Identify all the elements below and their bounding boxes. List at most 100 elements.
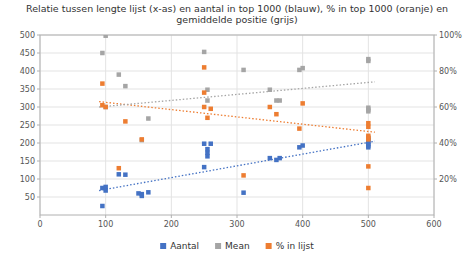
point bbox=[300, 66, 305, 71]
x-tick-label: 500 bbox=[361, 220, 376, 229]
point bbox=[103, 35, 108, 38]
x-tick bbox=[302, 215, 303, 218]
y-tick bbox=[37, 197, 40, 198]
y-tick bbox=[37, 89, 40, 90]
point bbox=[277, 98, 282, 103]
trend-lines bbox=[99, 82, 375, 191]
point bbox=[123, 172, 128, 177]
grid-line bbox=[40, 53, 434, 54]
x-tick-label: 600 bbox=[426, 220, 441, 229]
x-tick bbox=[237, 215, 238, 218]
axes: 0100200300400500600501001502002503003504… bbox=[20, 31, 463, 229]
y-tick bbox=[37, 125, 40, 126]
y-tick-label: 400 bbox=[20, 67, 35, 76]
legend-item: % in lijst bbox=[266, 241, 315, 251]
point bbox=[103, 188, 108, 193]
x-tick-label: 200 bbox=[164, 220, 179, 229]
y-tick-label: 300 bbox=[20, 103, 35, 112]
x-tick-label: 300 bbox=[229, 220, 244, 229]
point bbox=[202, 50, 207, 55]
trend-line bbox=[99, 102, 375, 133]
point bbox=[140, 138, 145, 143]
x-tick-label: 100 bbox=[98, 220, 113, 229]
y-tick bbox=[37, 143, 40, 144]
point bbox=[274, 112, 279, 117]
point bbox=[146, 116, 151, 121]
y-tick-label: 150 bbox=[20, 157, 35, 166]
plot-frame bbox=[40, 35, 434, 215]
point bbox=[205, 98, 210, 103]
x-tick bbox=[171, 215, 172, 218]
point bbox=[100, 81, 105, 86]
y-tick bbox=[37, 53, 40, 54]
point bbox=[366, 135, 371, 140]
grid-line bbox=[40, 143, 434, 144]
point bbox=[202, 165, 207, 170]
y-tick bbox=[37, 71, 40, 72]
point bbox=[300, 143, 305, 148]
y2-tick-label: 40% bbox=[439, 139, 457, 148]
point bbox=[366, 164, 371, 169]
point bbox=[140, 194, 145, 199]
y2-tick bbox=[434, 179, 437, 180]
point bbox=[366, 186, 371, 191]
point bbox=[241, 190, 246, 195]
point bbox=[366, 145, 371, 150]
point bbox=[297, 126, 302, 131]
legend-item: Mean bbox=[215, 241, 250, 251]
point bbox=[366, 109, 371, 114]
grid-line bbox=[40, 125, 434, 126]
y-tick bbox=[37, 107, 40, 108]
y-tick-label: 500 bbox=[20, 31, 35, 40]
legend: Aantal Mean % in lijst bbox=[160, 241, 314, 251]
y-tick-label: 200 bbox=[20, 139, 35, 148]
y-tick-label: 250 bbox=[20, 121, 35, 130]
y2-tick bbox=[434, 143, 437, 144]
y-tick bbox=[37, 35, 40, 36]
y2-tick-label: 100% bbox=[439, 31, 462, 40]
point bbox=[205, 147, 210, 152]
point bbox=[366, 57, 371, 62]
y-tick-label: 450 bbox=[20, 49, 35, 58]
chart: Relatie tussen lengte lijst (x-as) en aa… bbox=[0, 0, 474, 257]
y-tick bbox=[37, 161, 40, 162]
x-tick-label: 0 bbox=[37, 220, 42, 229]
point bbox=[103, 105, 108, 110]
point bbox=[241, 68, 246, 73]
x-tick-label: 400 bbox=[295, 220, 310, 229]
trend-line bbox=[99, 82, 375, 107]
legend-swatch bbox=[160, 243, 166, 249]
point bbox=[202, 65, 207, 70]
point bbox=[277, 156, 282, 161]
x-tick bbox=[368, 215, 369, 218]
point bbox=[241, 173, 246, 178]
grid-line bbox=[40, 71, 434, 72]
grid bbox=[40, 35, 434, 215]
y2-tick-label: 80% bbox=[439, 67, 457, 76]
point bbox=[117, 72, 122, 77]
point bbox=[100, 204, 105, 209]
y-tick-label: 100 bbox=[20, 175, 35, 184]
grid-line bbox=[40, 197, 434, 198]
point bbox=[268, 87, 273, 92]
legend-label: % in lijst bbox=[276, 241, 315, 251]
point bbox=[268, 105, 273, 110]
point bbox=[117, 166, 122, 171]
point bbox=[123, 119, 128, 124]
point bbox=[366, 121, 371, 126]
legend-label: Mean bbox=[225, 241, 250, 251]
x-tick bbox=[434, 215, 435, 218]
point bbox=[208, 107, 213, 112]
point bbox=[146, 190, 151, 195]
y-tick bbox=[37, 179, 40, 180]
point bbox=[140, 137, 145, 142]
point bbox=[123, 84, 128, 89]
legend-item: Aantal bbox=[160, 241, 199, 251]
legend-swatch bbox=[266, 243, 272, 249]
y2-tick bbox=[434, 107, 437, 108]
grid-line bbox=[40, 179, 434, 180]
point bbox=[202, 90, 207, 95]
y2-tick-label: 20% bbox=[439, 175, 457, 184]
points bbox=[100, 35, 370, 208]
y2-tick bbox=[434, 71, 437, 72]
